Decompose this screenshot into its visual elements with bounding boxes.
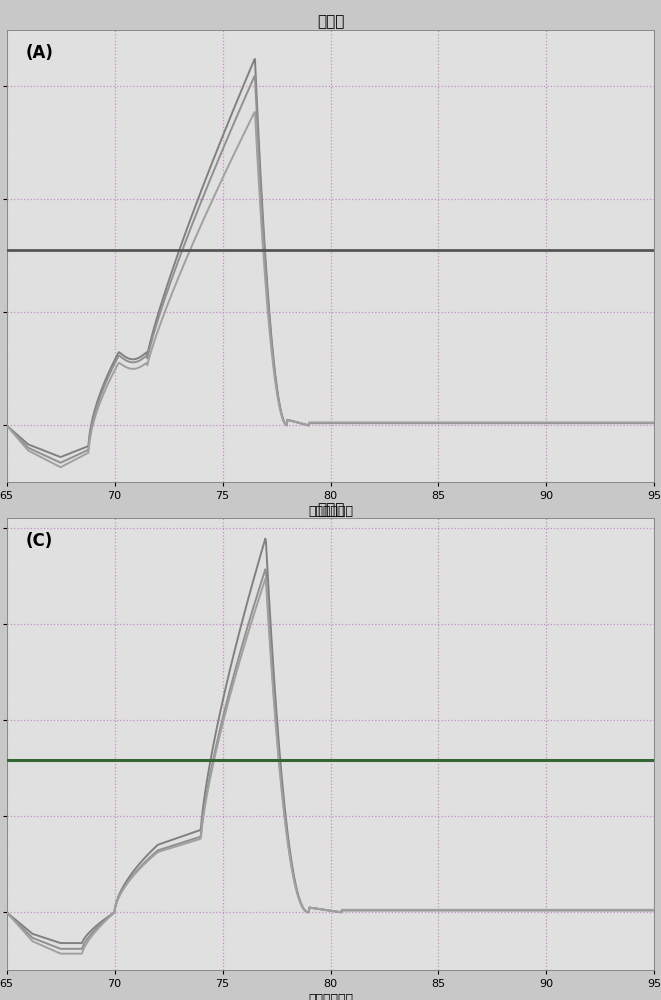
Title: 燓融峰: 燓融峰 [317,502,344,517]
Text: (A): (A) [26,44,54,62]
Title: 燓融峰: 燓融峰 [317,14,344,29]
X-axis label: 温度，摄氏度: 温度，摄氏度 [308,505,353,518]
Text: (C): (C) [26,532,54,550]
X-axis label: 温度，摄氏度: 温度，摄氏度 [308,993,353,1000]
